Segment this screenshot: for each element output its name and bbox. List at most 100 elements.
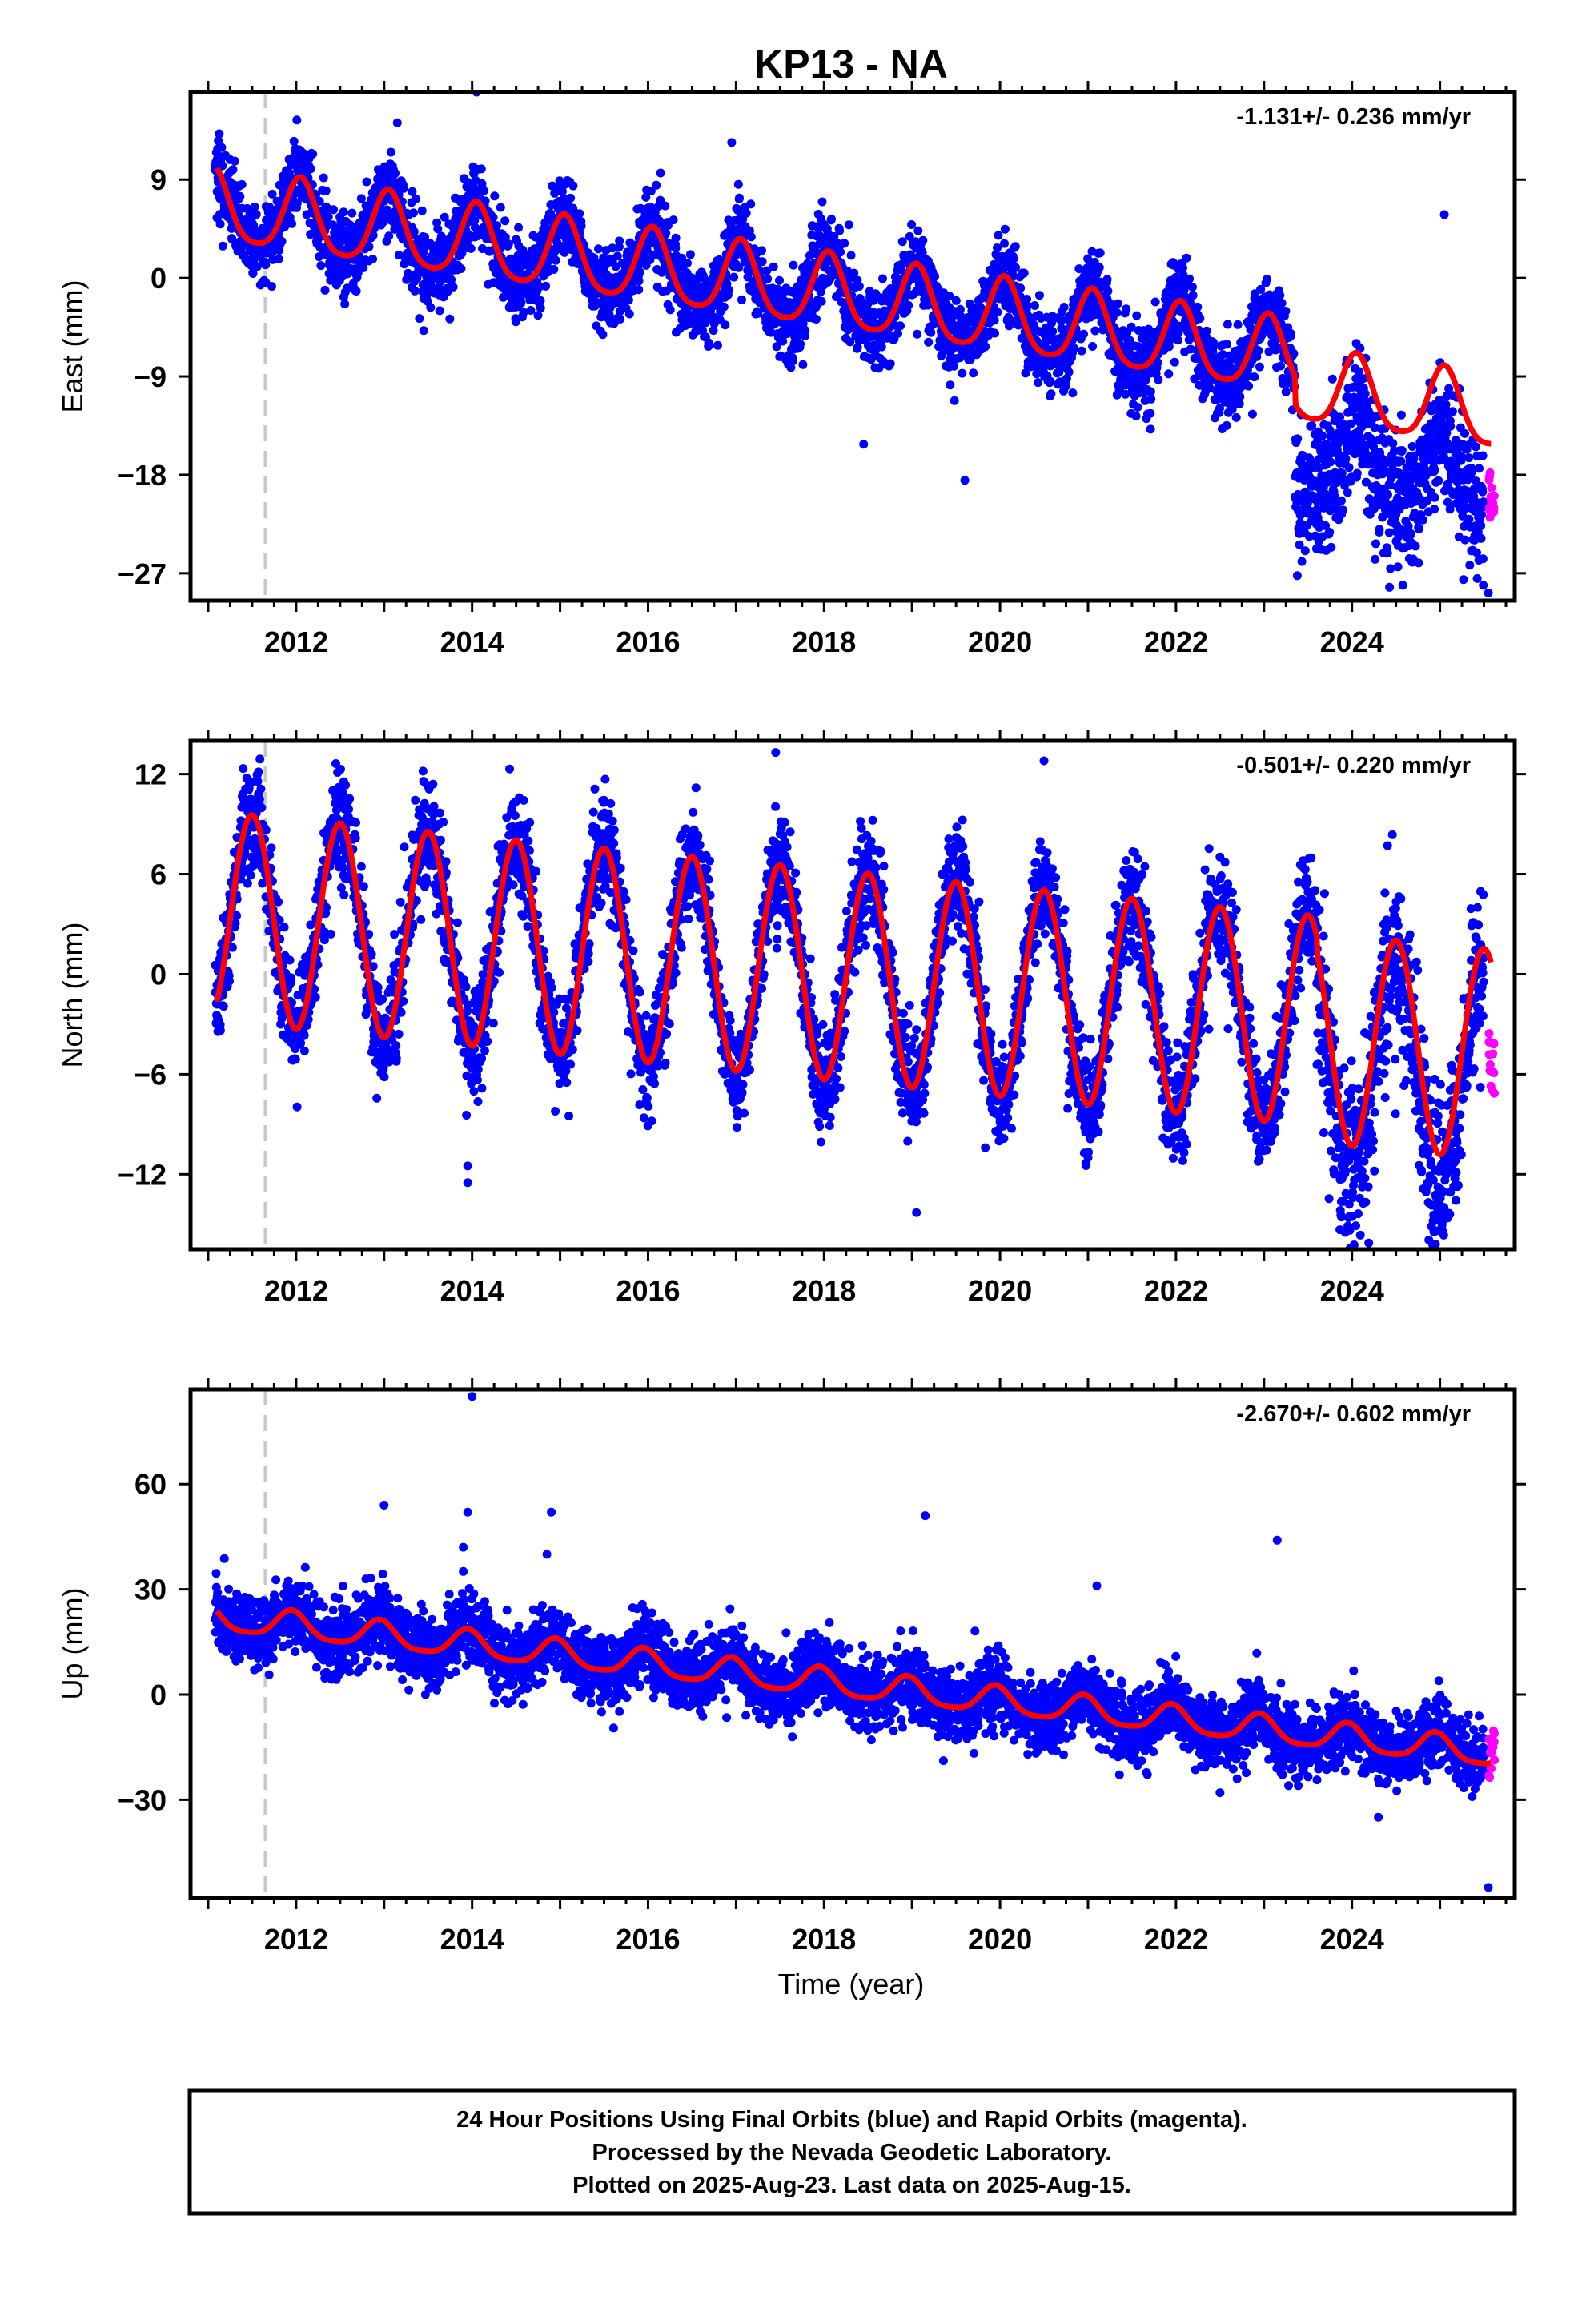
final-orbit-point xyxy=(214,136,223,145)
final-orbit-point xyxy=(615,236,624,246)
rapid-orbit-point xyxy=(1485,468,1495,477)
final-orbit-point xyxy=(1276,361,1286,371)
final-orbit-point xyxy=(546,209,556,218)
final-orbit-point xyxy=(594,244,603,254)
final-orbit-point xyxy=(1046,389,1056,399)
final-orbit-point xyxy=(1210,340,1219,350)
final-orbit-point xyxy=(212,213,222,223)
final-orbit-point xyxy=(551,255,560,265)
final-orbit-point xyxy=(1079,329,1088,339)
final-orbit-point xyxy=(433,224,443,234)
final-orbit-point xyxy=(951,296,961,305)
final-orbit-point xyxy=(1411,541,1420,551)
final-orbit-point xyxy=(896,321,905,331)
final-orbit-point xyxy=(796,340,805,349)
final-orbit-point xyxy=(339,207,348,217)
final-orbit-point xyxy=(1153,358,1162,368)
final-orbit-point xyxy=(1095,248,1105,258)
final-orbit-point xyxy=(1464,453,1474,463)
final-orbit-point xyxy=(958,368,967,378)
final-orbit-point xyxy=(1476,533,1486,543)
final-orbit-point xyxy=(1383,490,1392,499)
final-orbit-point xyxy=(721,320,730,330)
final-orbit-point xyxy=(663,221,673,230)
final-orbit-point xyxy=(608,243,617,253)
final-orbit-point xyxy=(1000,224,1010,234)
final-orbit-point xyxy=(1121,380,1130,390)
figure-title: KP13 - NA xyxy=(754,42,948,86)
final-orbit-point xyxy=(945,292,954,301)
final-orbit-point xyxy=(1195,314,1205,324)
final-orbit-point xyxy=(1352,468,1362,478)
final-orbit-point xyxy=(1185,274,1195,283)
final-orbit-point xyxy=(1370,423,1379,432)
final-orbit-point xyxy=(1146,387,1155,396)
final-orbit-point xyxy=(612,251,622,261)
final-orbit-point xyxy=(1378,513,1387,522)
final-orbit-point xyxy=(356,194,366,203)
final-orbit-point xyxy=(1227,404,1237,414)
final-orbit-point xyxy=(1444,384,1454,393)
final-orbit-point xyxy=(853,343,862,352)
final-orbit-point xyxy=(788,356,797,366)
rapid-orbit-point xyxy=(1487,483,1496,493)
final-orbit-point xyxy=(669,215,678,225)
final-orbit-point xyxy=(319,173,328,183)
final-orbit-point xyxy=(835,226,845,235)
final-orbit-point xyxy=(1396,410,1406,420)
final-orbit-point xyxy=(993,243,1002,252)
final-orbit-point xyxy=(448,282,458,292)
final-orbit-point xyxy=(1064,368,1074,376)
final-orbit-point xyxy=(1407,442,1417,451)
final-orbit-point xyxy=(230,156,239,166)
final-orbit-point xyxy=(315,252,323,262)
final-orbit-point xyxy=(1150,297,1160,307)
final-orbit-point xyxy=(713,340,722,350)
final-orbit-point xyxy=(399,183,408,193)
final-orbit-point xyxy=(536,296,545,305)
final-orbit-point xyxy=(1300,546,1310,556)
final-orbit-point xyxy=(547,215,556,225)
final-orbit-point xyxy=(1009,255,1018,263)
final-orbit-point xyxy=(1325,527,1335,537)
final-orbit-point xyxy=(1286,328,1295,338)
final-orbit-point xyxy=(316,261,326,271)
final-orbit-point xyxy=(516,298,526,308)
final-orbit-point xyxy=(1460,428,1469,438)
final-orbit-point xyxy=(1178,263,1187,272)
final-orbit-point xyxy=(411,195,420,203)
final-orbit-point xyxy=(642,246,652,255)
final-orbit-point xyxy=(969,368,978,378)
final-orbit-point xyxy=(1235,392,1245,401)
final-orbit-point xyxy=(287,219,296,228)
final-orbit-point xyxy=(511,317,520,327)
final-orbit-point xyxy=(1385,480,1395,490)
final-orbit-point xyxy=(359,263,368,272)
final-orbit-point xyxy=(719,302,729,312)
final-orbit-point xyxy=(329,205,338,215)
final-orbit-point xyxy=(323,212,333,222)
final-orbit-point xyxy=(1068,388,1078,398)
east-panel: 2012 2014 2016 2018 2020 2022 202490−9−18−27Ea… xyxy=(56,81,1526,658)
final-orbit-point xyxy=(762,266,772,275)
final-orbit-point xyxy=(261,260,271,270)
final-orbit-point xyxy=(990,328,999,338)
final-orbit-point xyxy=(457,248,467,258)
final-orbit-point xyxy=(893,328,902,338)
final-orbit-point xyxy=(994,231,1003,240)
final-orbit-point xyxy=(1327,542,1336,552)
final-orbit-point xyxy=(817,197,827,207)
final-orbit-point xyxy=(1385,582,1395,592)
final-orbit-point xyxy=(1247,409,1257,419)
final-orbit-point xyxy=(846,251,856,260)
final-orbit-point xyxy=(408,187,417,196)
final-orbit-point xyxy=(267,282,276,292)
final-orbit-point xyxy=(741,208,751,218)
final-orbit-point xyxy=(315,196,324,206)
final-orbit-point xyxy=(1215,404,1224,413)
final-orbit-point xyxy=(1430,465,1439,475)
final-orbit-point xyxy=(981,342,990,352)
final-orbit-point xyxy=(1113,299,1122,308)
final-orbit-point xyxy=(1202,326,1211,336)
final-orbit-point xyxy=(1472,573,1482,583)
